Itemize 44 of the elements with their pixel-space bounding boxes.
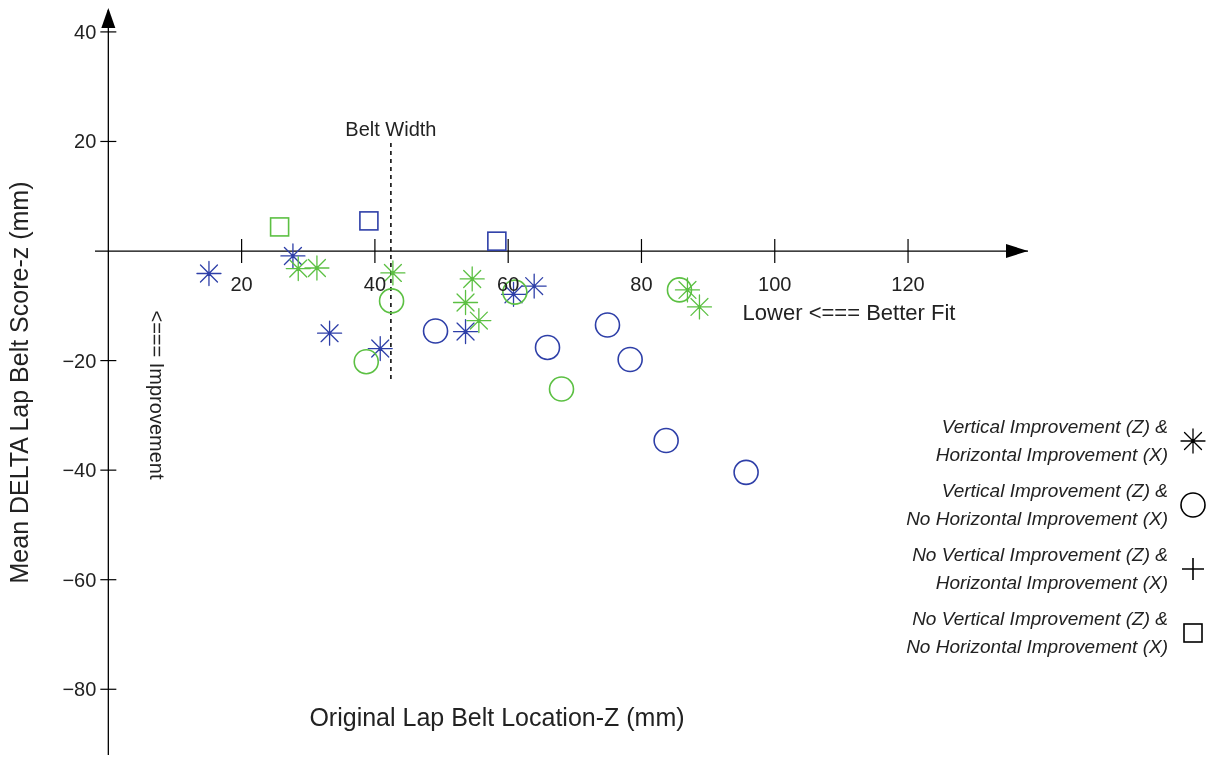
- point: [487, 231, 507, 251]
- y-tick-label: −60: [62, 568, 97, 591]
- y-tick-label: −20: [62, 349, 97, 372]
- point: [269, 217, 290, 237]
- x-tick-label: 40: [363, 273, 387, 296]
- point: [367, 335, 393, 362]
- point: [548, 376, 575, 402]
- point: [359, 211, 379, 231]
- point: [733, 459, 759, 486]
- y-tick-label: −80: [62, 678, 97, 701]
- point: [452, 289, 479, 316]
- annotation: No Vertical Improvement (Z) & Horizontal Improvement (X): [912, 543, 1168, 595]
- y-tick-label: −40: [62, 459, 97, 482]
- y-tick-label: 20: [74, 130, 97, 153]
- annotation: <=== Improvement: [146, 310, 168, 480]
- point: [653, 427, 679, 454]
- x-axis-title: Original Lap Belt Location-Z (mm): [309, 703, 685, 731]
- annotation: Vertical Improvement (Z) & No Horizontal Improvement (X): [906, 479, 1168, 531]
- point: [534, 334, 561, 361]
- point: [316, 320, 343, 346]
- annotation: Vertical Improvement (Z) & Horizontal Improvement (X): [935, 415, 1168, 467]
- annotation: Lower <=== Better Fit: [742, 300, 956, 325]
- y-axis-title: Mean DELTA Lap Belt Score-z (mm): [5, 181, 34, 584]
- point: [594, 312, 621, 338]
- point: [617, 346, 643, 373]
- point: [674, 277, 701, 303]
- point: [666, 277, 693, 303]
- point: [280, 243, 306, 269]
- x-tick-label: 100: [758, 273, 792, 296]
- point: [521, 273, 547, 299]
- point: [304, 255, 330, 281]
- y-tick-label: 40: [74, 20, 97, 43]
- point: [466, 307, 492, 334]
- x-tick-label: 120: [891, 273, 925, 296]
- point: [422, 318, 449, 344]
- point: [686, 294, 713, 320]
- point: [196, 260, 222, 287]
- point: [459, 266, 485, 292]
- annotation: No Vertical Improvement (Z) & No Horizontal Improvement (X): [906, 607, 1168, 659]
- point: [353, 348, 380, 375]
- x-tick-label: 80: [630, 273, 653, 296]
- ref-line-label: Belt Width: [345, 118, 437, 140]
- x-tick-label: 20: [230, 273, 253, 296]
- point: [452, 318, 479, 345]
